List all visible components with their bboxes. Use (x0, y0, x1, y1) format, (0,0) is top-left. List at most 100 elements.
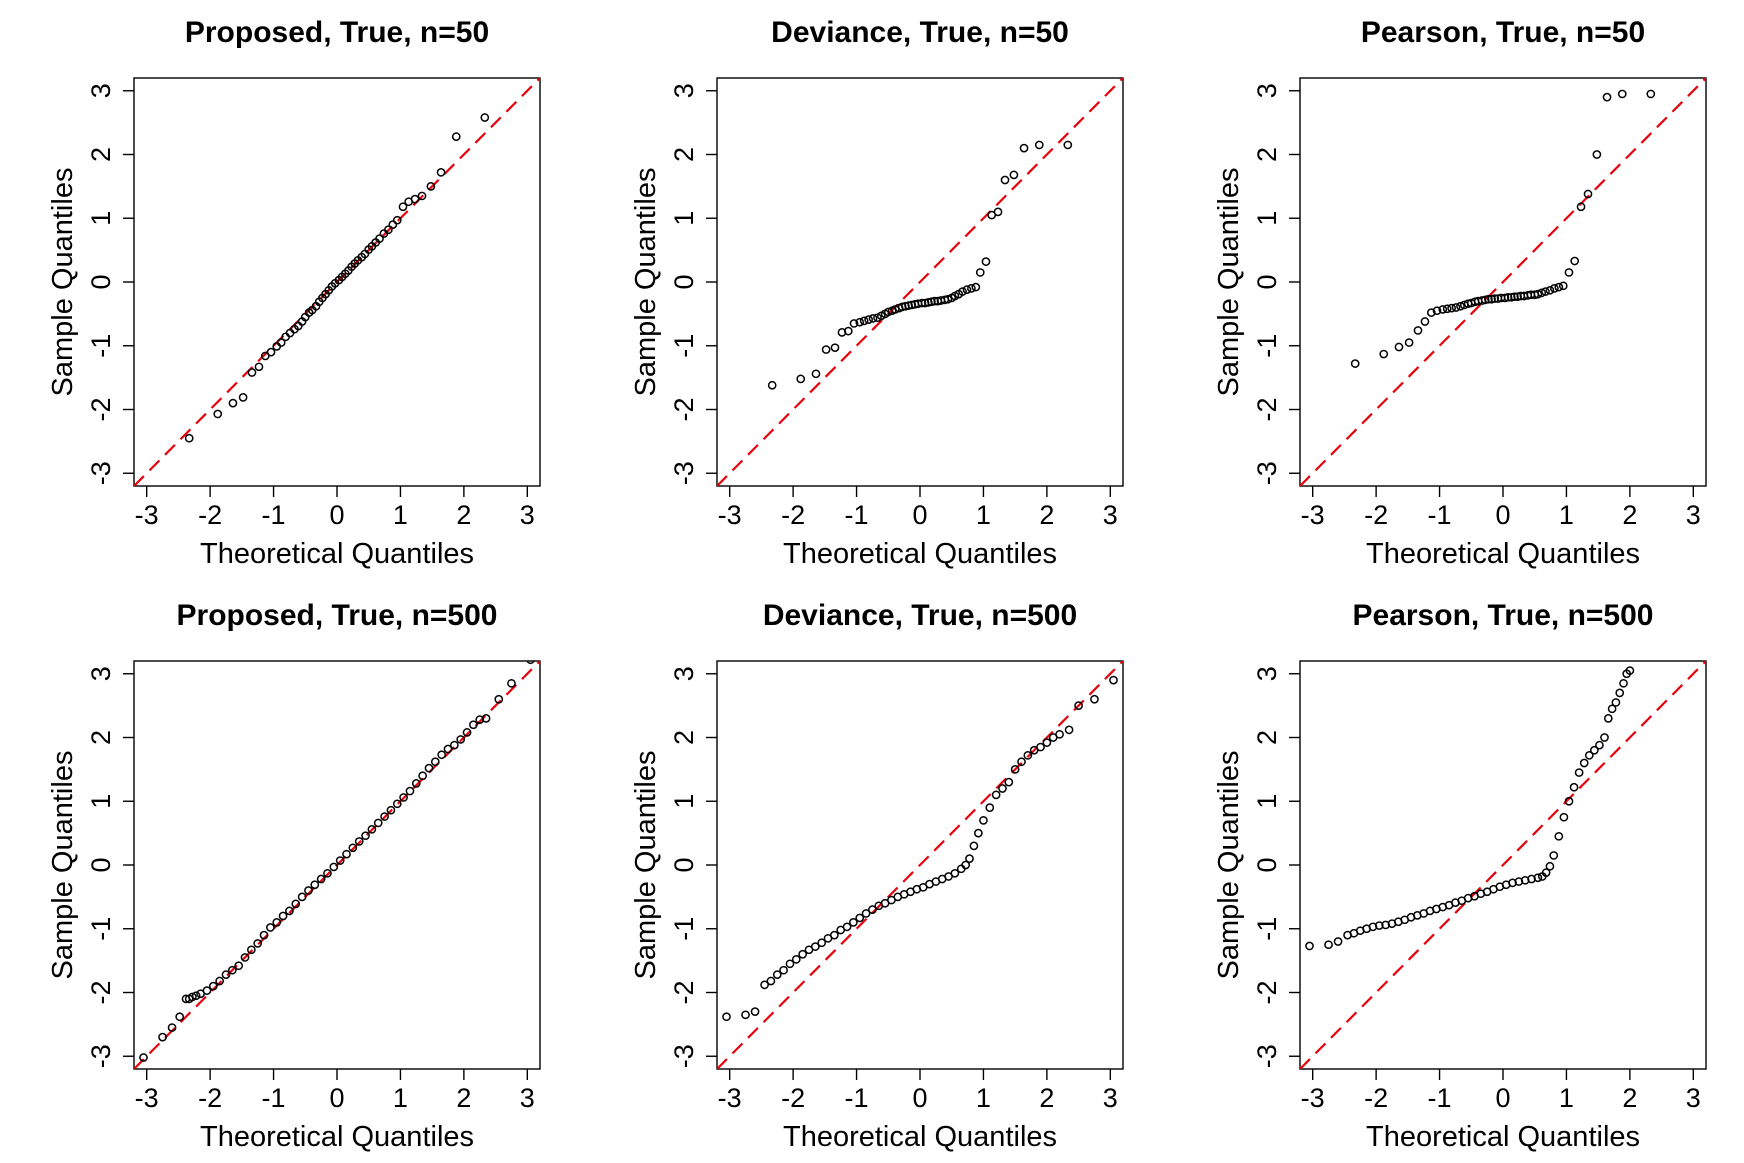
panel-4-y-tick-label: -2 (86, 980, 116, 1004)
panel-5-data-point (969, 841, 979, 851)
panel-1-data-point (398, 202, 408, 212)
panel-2-x-axis-label: Theoretical Quantiles (783, 538, 1057, 570)
panel-3-data-point (1533, 289, 1543, 299)
panel-2-data-point (917, 298, 927, 308)
panel-2-data-point (821, 345, 831, 354)
panel-4-x-tick-label: -2 (198, 1083, 222, 1113)
panel-6-data-point (1569, 782, 1579, 792)
panel-3-data-point (1490, 294, 1500, 303)
panel-3-y-tick-label: -3 (1252, 461, 1282, 485)
panel-6-title: Pearson, True, n=500 (1353, 599, 1654, 632)
panel-2-y-tick-label: 2 (669, 147, 699, 162)
panel-3-data-point (1646, 89, 1656, 99)
panel-2-reference-line (717, 78, 1123, 486)
panel-6-data-point (1579, 758, 1589, 768)
panel-3-x-tick-label: 2 (1622, 500, 1637, 530)
panel-6-y-axis-label: Sample Quantiles (1213, 751, 1245, 980)
panel-4-y-tick-label: 0 (86, 857, 116, 872)
panel-5-data-point (1042, 738, 1052, 747)
panel-2-plot-area (717, 78, 1123, 486)
panel-1-data-point (451, 132, 461, 141)
panel-1-x-tick-label: 1 (393, 500, 408, 530)
panel-2-data-point (811, 369, 821, 379)
panel-3-data-point (1541, 287, 1550, 296)
panel-2-data-point (849, 319, 859, 328)
panel-5-data-point (991, 790, 1001, 800)
panel-1-data-point (388, 220, 398, 229)
panel-5-plot-area (717, 661, 1123, 1069)
panel-4-data-point (342, 849, 351, 859)
panel-4-data-point (310, 880, 320, 890)
panel-3-data-point (1394, 342, 1404, 352)
panel-1-x-tick-label: 0 (329, 500, 344, 530)
panel-2-title: Deviance, True, n=50 (771, 16, 1069, 49)
panel-3-data-point (1379, 349, 1389, 359)
panel-4-data-point (221, 970, 231, 980)
panel-3-title: Pearson, True, n=50 (1361, 16, 1645, 49)
panel-6-data-point (1595, 740, 1604, 750)
panel-5-data-point (1074, 701, 1083, 710)
panel-2-data-point (1063, 140, 1073, 150)
panel-3-y-tick-label: 2 (1252, 147, 1282, 162)
panel-5-data-point (1004, 777, 1014, 787)
panel-6-data-point (1564, 796, 1574, 806)
panel-3-data-point (1413, 326, 1423, 335)
panel-2-data-point (943, 294, 953, 304)
panel-4-data-point (247, 945, 256, 955)
panel-6-x-tick-label: 1 (1559, 1083, 1574, 1113)
panel-2-x-tick-label: 0 (912, 500, 927, 530)
panel-1-data-point (213, 409, 223, 419)
panel-4-data-point (278, 911, 288, 921)
panel-3-data-point (1484, 294, 1493, 304)
panel-3-y-tick-label: -1 (1252, 334, 1282, 358)
panel-5-y-tick-label: -1 (669, 917, 699, 941)
panel-2-data-point (864, 315, 873, 324)
panel-4-data-point (494, 694, 504, 704)
panel-3-data-point (1558, 281, 1568, 291)
panel-5-x-tick-label: 1 (976, 1083, 991, 1113)
panel-3-data-point (1420, 317, 1430, 326)
panel-6-data-point (1611, 698, 1621, 707)
panel-4-data-point (259, 930, 269, 940)
panel-5-data-point (722, 1012, 731, 1022)
panel-5-data-point (1090, 694, 1099, 704)
panel-5-x-tick-label: 3 (1103, 1083, 1118, 1113)
panel-3-data-point (1537, 288, 1547, 298)
panel-4-x-tick-label: -3 (135, 1083, 159, 1113)
panel-5-y-tick-label: 1 (669, 794, 699, 809)
panel-2-x-tick-label: 2 (1039, 500, 1054, 530)
panel-5-data-point (1109, 675, 1118, 685)
panel-5-data-point (741, 1010, 750, 1020)
panel-1-data-point (228, 398, 238, 408)
panel-5-data-point (1023, 751, 1033, 760)
panel-5-data-point (1017, 757, 1026, 767)
panel-5-data-point (766, 976, 776, 986)
panel-1-x-axis-label: Theoretical Quantiles (200, 538, 474, 570)
panel-4-y-axis-label: Sample Quantiles (47, 751, 79, 980)
panel-4-data-point (348, 843, 358, 853)
panel-4-data-point (316, 874, 326, 884)
panel-4-data-point (291, 899, 301, 909)
panel-2-data-point (868, 313, 878, 323)
panel-1-x-tick-label: 2 (456, 500, 471, 530)
panel-3-data-point (1432, 306, 1442, 316)
panel-6-pearson-true-n-500: Pearson, True, n=500 -3 -2 -1 0 1 2 3 -3 -2 -1 0 1 2 3… (1213, 599, 1707, 1153)
panel-2-y-tick-label: 1 (669, 211, 699, 226)
panel-3-data-point (1438, 305, 1448, 314)
panel-4-data-point (443, 744, 453, 754)
panel-5-data-point (868, 905, 877, 914)
panel-1-y-tick-label: 1 (86, 211, 116, 226)
panel-5-x-tick-label: 2 (1039, 1083, 1054, 1113)
panel-4-plot-area (134, 661, 540, 1069)
panel-2-data-point (975, 268, 985, 277)
panel-6-x-tick-label: 2 (1622, 1083, 1637, 1113)
panel-3-data-point (1456, 301, 1465, 311)
panel-4-data-point (158, 1032, 167, 1042)
panel-2-data-point (855, 317, 865, 327)
panel-4-data-point (323, 868, 332, 878)
panel-5-x-tick-label: -2 (781, 1083, 805, 1113)
panel-2-data-point (967, 284, 976, 293)
panel-2-data-point (859, 316, 869, 326)
panel-5-x-tick-label: 0 (912, 1083, 927, 1113)
panel-2-x-tick-label: -1 (845, 500, 869, 530)
